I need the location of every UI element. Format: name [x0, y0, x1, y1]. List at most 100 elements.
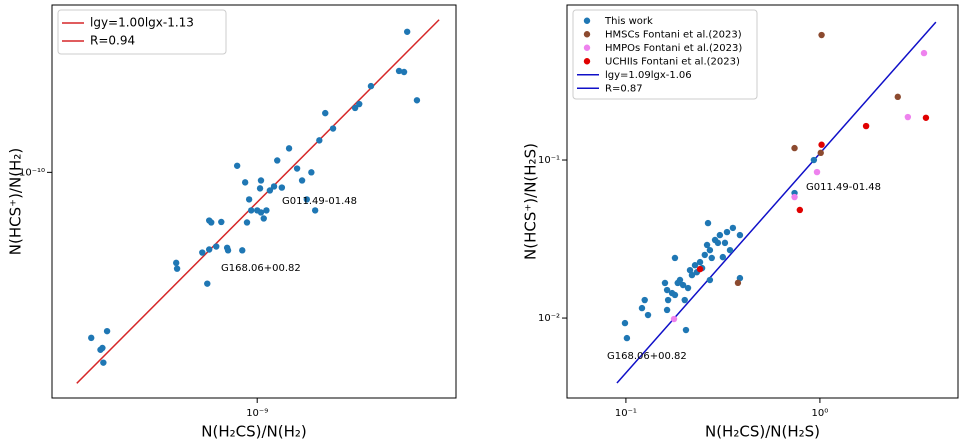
- point: [274, 157, 281, 164]
- point: [719, 253, 727, 261]
- point: [813, 168, 821, 176]
- legend-label: UCHIIs Fontani et al.(2023): [605, 56, 740, 67]
- point: [239, 247, 246, 254]
- point: [696, 265, 704, 273]
- legend-label: R=0.94: [90, 34, 135, 48]
- point: [270, 183, 278, 190]
- point: [682, 326, 690, 334]
- point: [367, 82, 375, 90]
- panel: 10⁻⁹ 10⁻¹⁰ N(H₂CS)/N(H₂) N(HCS⁺)/N(H₂) G011.…: [7, 4, 457, 441]
- legend-label: R=0.87: [605, 83, 643, 94]
- point: [257, 209, 265, 216]
- point: [311, 207, 319, 214]
- point: [224, 247, 232, 254]
- point: [400, 68, 408, 76]
- point: [721, 239, 729, 247]
- point: [679, 281, 687, 289]
- point: [257, 177, 265, 184]
- point: [356, 100, 363, 108]
- point: [278, 184, 286, 191]
- point: [696, 258, 704, 266]
- point: [726, 246, 734, 254]
- point: [708, 254, 715, 262]
- x-tick-label: 10⁻¹: [615, 408, 637, 419]
- annotation: G168.06+00.82: [221, 263, 301, 274]
- point: [818, 31, 825, 39]
- point: [88, 334, 95, 342]
- y-tick-label: 10⁻¹: [538, 155, 560, 166]
- point: [260, 215, 267, 222]
- annotation: G168.06+00.82: [607, 351, 687, 362]
- point: [862, 122, 870, 130]
- annotation: G011.49-01.48: [806, 182, 881, 193]
- point: [241, 179, 249, 186]
- point: [734, 279, 742, 287]
- point: [644, 311, 652, 319]
- point: [701, 251, 708, 259]
- point: [920, 49, 928, 57]
- y-axis-label: N(HCS⁺)/N(H₂): [7, 148, 25, 255]
- point: [395, 67, 403, 75]
- point: [266, 187, 274, 194]
- point: [641, 296, 648, 304]
- legend-box: [572, 9, 758, 100]
- legend-label: lgy=1.09lgx-1.06: [605, 70, 692, 81]
- point: [316, 137, 323, 144]
- point: [663, 286, 671, 294]
- point: [671, 291, 679, 299]
- point: [904, 113, 912, 121]
- point: [256, 185, 264, 192]
- point: [691, 262, 699, 269]
- legend-label: HMPOs Fontani et al.(2023): [605, 43, 742, 54]
- point: [791, 193, 798, 201]
- legend-label: HMSCs Fontani et al.(2023): [605, 29, 742, 40]
- point: [248, 207, 255, 214]
- legend-marker: [583, 17, 591, 24]
- point: [623, 334, 631, 342]
- point: [213, 243, 220, 250]
- point: [103, 327, 111, 335]
- point: [298, 177, 306, 184]
- point: [173, 265, 181, 272]
- point: [688, 271, 696, 279]
- point: [714, 239, 722, 247]
- fit-line: [616, 21, 937, 384]
- point: [723, 228, 731, 236]
- point: [664, 296, 672, 304]
- point: [796, 206, 804, 214]
- legend-label: lgy=1.00lgx-1.13: [90, 16, 194, 30]
- point: [729, 224, 737, 232]
- point: [670, 315, 678, 323]
- x-tick-label: 10⁻⁹: [246, 408, 268, 419]
- point: [99, 344, 106, 352]
- point: [894, 93, 901, 101]
- point: [322, 109, 329, 117]
- point: [233, 162, 241, 169]
- point: [199, 249, 206, 256]
- point: [736, 231, 744, 239]
- point: [293, 165, 301, 172]
- point: [621, 319, 629, 327]
- point: [243, 219, 251, 226]
- point: [703, 241, 711, 249]
- legend-marker: [583, 58, 591, 65]
- legend: This work HMSCs Fontani et al.(2023) HMPOs…: [572, 9, 758, 100]
- point: [413, 97, 421, 104]
- point: [351, 104, 359, 112]
- point: [676, 276, 684, 284]
- x-axis-label: N(H₂CS)/N(H₂S): [705, 423, 820, 441]
- point: [681, 296, 688, 304]
- y-tick-label: 10⁻²: [538, 313, 560, 324]
- point: [263, 207, 270, 214]
- annotation: G011.49-01.48: [282, 196, 357, 207]
- point: [684, 284, 692, 292]
- point: [671, 254, 679, 262]
- point: [810, 156, 818, 164]
- point: [922, 114, 930, 121]
- point: [403, 28, 411, 35]
- y-tick-label: 10⁻¹⁰: [19, 167, 45, 178]
- point: [704, 219, 712, 227]
- point: [100, 359, 107, 366]
